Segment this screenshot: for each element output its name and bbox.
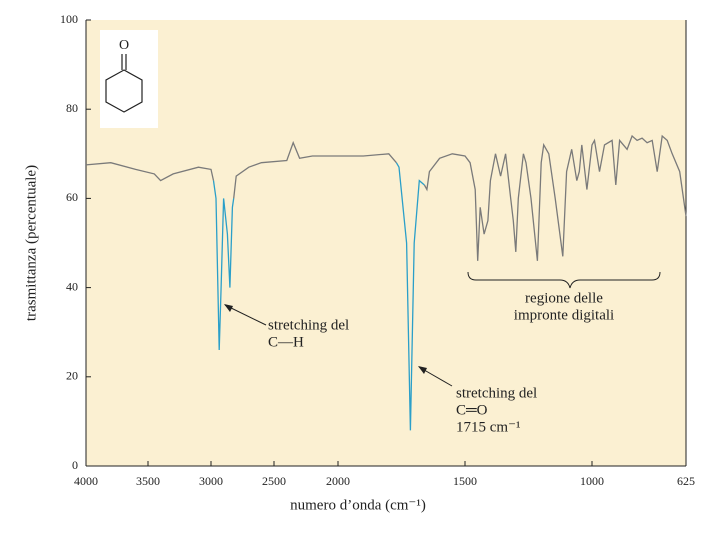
annotation: impronte digitali — [514, 307, 614, 323]
structure-box — [100, 30, 158, 128]
x-tick-label: 1000 — [580, 474, 604, 488]
plot-area — [86, 20, 686, 466]
y-tick-label: 100 — [60, 12, 78, 26]
arrow-head — [418, 366, 427, 374]
annotation: regione delle — [525, 290, 603, 306]
annotation: C—H — [268, 334, 304, 350]
y-tick-label: 20 — [66, 369, 78, 383]
annotation: 1715 cm⁻¹ — [456, 419, 521, 435]
spectrum-line — [85, 134, 687, 261]
brace — [467, 271, 661, 289]
atom-label: O — [119, 38, 129, 53]
y-axis-title: trasmittanza (percentuale) — [23, 165, 39, 321]
annotation: C═O — [456, 402, 488, 418]
x-tick-label: 2500 — [262, 474, 286, 488]
x-tick-label: 3500 — [136, 474, 160, 488]
y-tick-label: 0 — [72, 458, 78, 472]
x-tick-label: 625 — [677, 474, 695, 488]
structure: O — [100, 30, 158, 128]
x-tick-label: 2000 — [326, 474, 350, 488]
x-tick-label: 3000 — [199, 474, 223, 488]
annotation: stretching del — [268, 317, 349, 333]
y-tick-label: 60 — [66, 190, 78, 204]
arrow-head — [224, 304, 233, 312]
x-axis-title: numero d’onda (cm⁻¹) — [290, 497, 426, 513]
x-tick-label: 1500 — [453, 474, 477, 488]
spectrum-line — [212, 162, 425, 431]
y-tick-label: 40 — [66, 279, 78, 293]
annotation: stretching del — [456, 385, 537, 401]
y-tick-label: 80 — [66, 101, 78, 115]
x-tick-label: 4000 — [74, 474, 98, 488]
ring — [105, 69, 143, 113]
